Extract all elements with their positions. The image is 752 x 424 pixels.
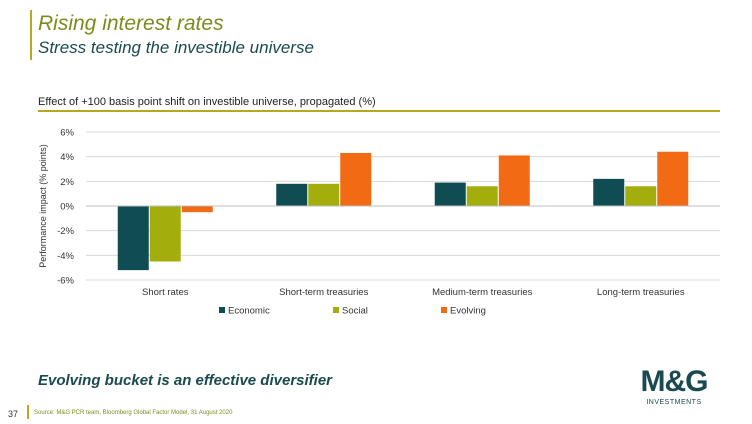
bar-economic <box>276 183 308 206</box>
page-number: 37 <box>8 409 19 419</box>
source-note: Source: M&G PCR team, Bloomberg Global F… <box>34 410 233 416</box>
bar-social <box>149 206 181 262</box>
y-tick-label: 6% <box>60 128 74 139</box>
bar-evolving <box>340 152 372 206</box>
chart-title-rule <box>38 110 720 112</box>
footer-accent-bar <box>27 405 29 419</box>
legend-label-economic: Economic <box>228 306 270 317</box>
x-category-label: Medium-term treasuries <box>432 287 533 298</box>
x-category-label: Short-term treasuries <box>279 287 368 298</box>
y-tick-label: 2% <box>60 177 74 188</box>
legend-swatch-evolving <box>441 307 447 313</box>
bar-economic <box>593 178 625 206</box>
page-title: Rising interest rates <box>38 12 224 35</box>
bar-social <box>625 186 657 206</box>
bar-social <box>466 186 498 206</box>
logo-mark: M&G <box>640 365 709 398</box>
y-tick-label: -6% <box>57 276 74 287</box>
title-accent-bar <box>30 10 32 60</box>
bar-evolving <box>181 206 213 213</box>
legend-swatch-economic <box>219 307 225 313</box>
y-tick-label: 4% <box>60 152 74 163</box>
bar-economic <box>117 206 149 271</box>
legend-swatch-social <box>333 307 339 313</box>
bar-economic <box>434 182 466 206</box>
y-tick-label: 0% <box>60 202 74 213</box>
y-axis-label: Performance impact (% points) <box>38 144 48 268</box>
chart-title: Effect of +100 basis point shift on inve… <box>38 96 376 108</box>
logo-subtitle: INVESTMENTS <box>646 399 702 406</box>
y-tick-label: -2% <box>57 226 74 237</box>
legend-label-social: Social <box>342 306 368 317</box>
mg-logo: M&G INVESTMENTS <box>636 365 712 407</box>
bar-evolving <box>498 155 530 206</box>
legend-label-evolving: Evolving <box>450 306 486 317</box>
x-category-label: Long-term treasuries <box>597 287 685 298</box>
y-tick-label: -4% <box>57 251 74 262</box>
conclusion-text: Evolving bucket is an effective diversif… <box>38 372 333 389</box>
page-subtitle: Stress testing the investible universe <box>38 38 314 57</box>
bar-social <box>308 183 340 206</box>
x-category-label: Short rates <box>142 287 189 298</box>
bar-evolving <box>657 151 689 206</box>
